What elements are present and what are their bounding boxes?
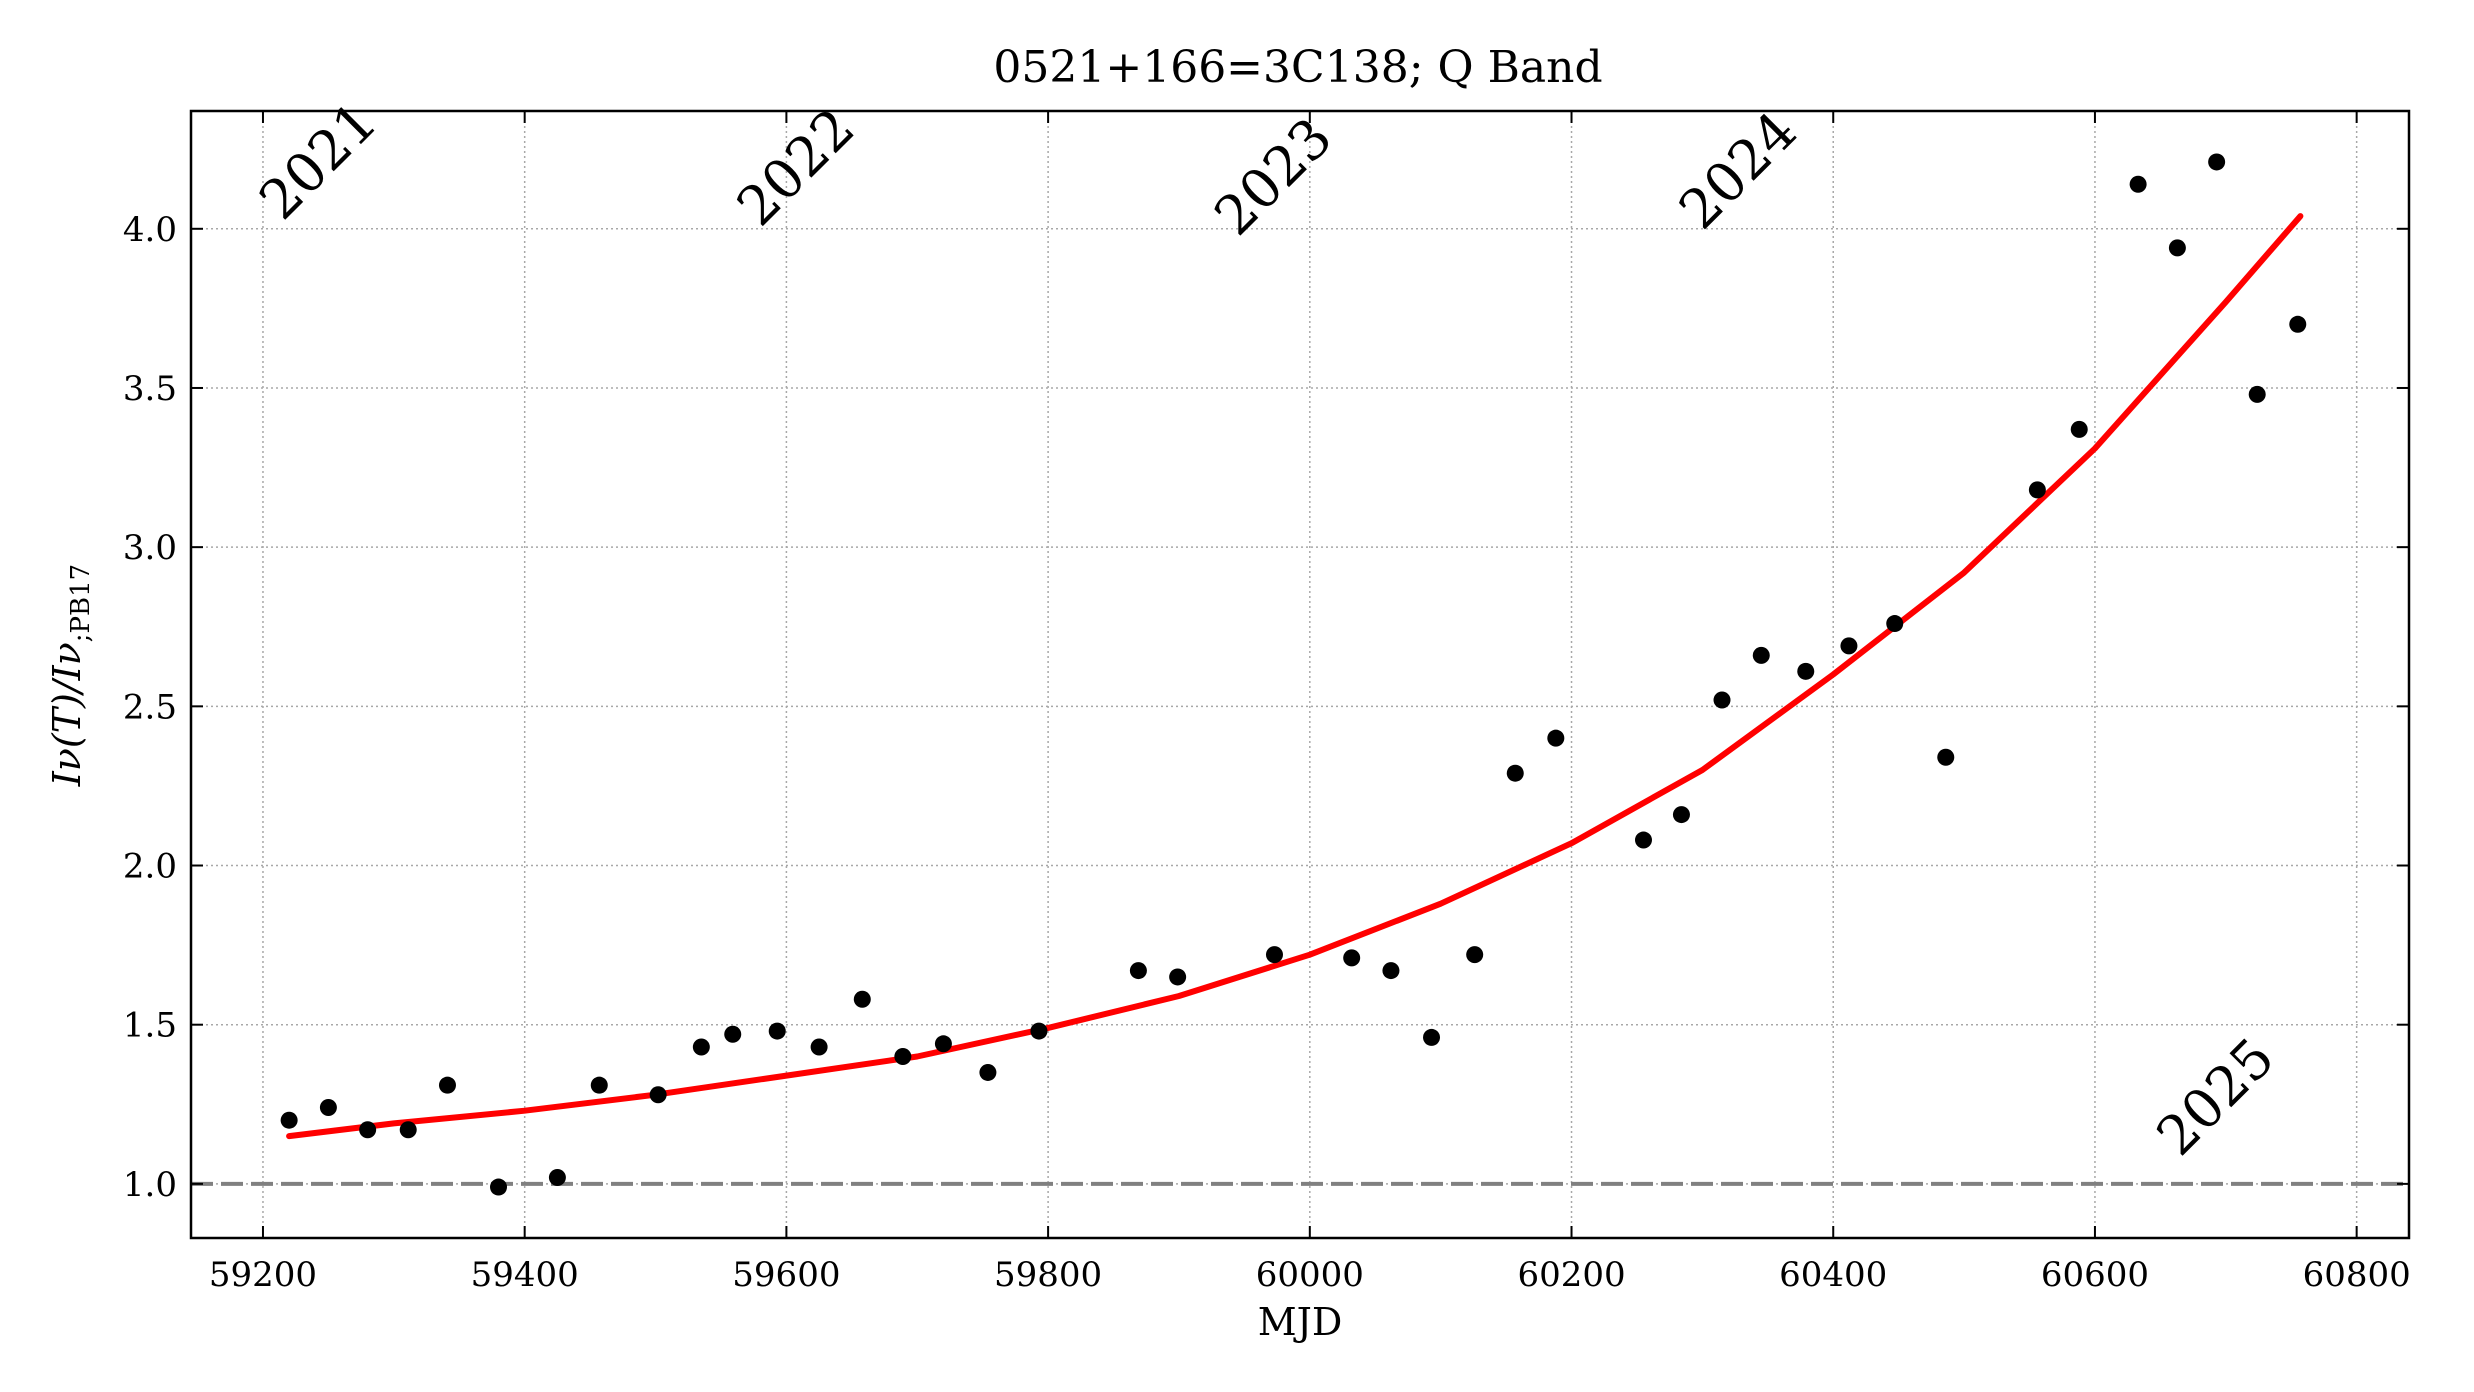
plot-frame	[189, 109, 2411, 1240]
data-point	[2248, 385, 2266, 403]
data-point	[280, 1111, 298, 1129]
data-point	[2168, 239, 2186, 257]
data-point	[438, 1076, 456, 1094]
data-point	[1840, 637, 1858, 655]
x-tick-label: 60000	[1256, 1255, 1364, 1295]
data-point	[1713, 691, 1731, 709]
data-point	[979, 1063, 997, 1081]
y-axis-label-sub: ;PB17	[66, 564, 96, 642]
data-point	[724, 1025, 742, 1043]
x-tick-label: 60400	[1779, 1255, 1887, 1295]
data-point	[1265, 946, 1283, 964]
y-tick-label: 3.0	[123, 528, 177, 568]
y-tick-label: 1.5	[123, 1006, 177, 1046]
data-point	[1797, 662, 1815, 680]
x-tick-label: 59600	[732, 1255, 840, 1295]
data-point	[490, 1178, 508, 1196]
y-tick-label: 4.0	[123, 210, 177, 250]
data-point	[548, 1169, 566, 1187]
axis-ticks	[191, 111, 2409, 1238]
data-point	[1423, 1028, 1441, 1046]
data-point	[2070, 420, 2088, 438]
data-point	[1634, 831, 1652, 849]
data-point	[853, 990, 871, 1008]
data-point	[768, 1022, 786, 1040]
data-point	[1672, 806, 1690, 824]
chart-title: 0521+166=3C138; Q Band	[993, 42, 1602, 93]
data-point	[359, 1121, 377, 1139]
x-tick-label: 60600	[2041, 1255, 2149, 1295]
data-point	[1752, 646, 1770, 664]
data-point	[1506, 764, 1524, 782]
x-tick-label: 59400	[471, 1255, 579, 1295]
y-tick-label: 2.5	[123, 687, 177, 727]
y-tick-label: 1.0	[123, 1165, 177, 1205]
x-tick-label: 60200	[1517, 1255, 1625, 1295]
data-point	[894, 1048, 912, 1066]
data-point	[2208, 153, 2226, 171]
data-point	[1547, 729, 1565, 747]
data-point	[1466, 946, 1484, 964]
x-tick-labels: 59200 59400 59600 59800 60000 60200 60400 60600…	[209, 1255, 2411, 1295]
y-axis-label-main: Iν(T)/Iν	[45, 642, 89, 787]
data-point	[590, 1076, 608, 1094]
data-point	[649, 1086, 667, 1104]
data-point	[692, 1038, 710, 1056]
data-point	[1886, 615, 1904, 633]
data-point	[934, 1035, 952, 1053]
y-tick-labels: 1.0 1.5 2.0 2.5 3.0 3.5 4.0	[123, 210, 177, 1205]
data-point	[1343, 949, 1361, 967]
data-point	[1030, 1022, 1048, 1040]
data-point	[2289, 315, 2307, 333]
data-point	[1129, 962, 1147, 980]
data-points	[280, 153, 2307, 1196]
x-tick-label: 59800	[994, 1255, 1102, 1295]
data-point	[319, 1098, 337, 1116]
x-tick-label: 60800	[2303, 1255, 2411, 1295]
data-point	[399, 1121, 417, 1139]
x-axis-label: MJD	[1258, 1300, 1343, 1344]
y-axis-label: Iν(T)/Iν;PB17	[45, 564, 96, 787]
y-tick-label: 3.5	[123, 369, 177, 409]
data-point	[810, 1038, 828, 1056]
data-point	[1169, 968, 1187, 986]
fit-curve	[286, 213, 2304, 1140]
y-tick-label: 2.0	[123, 847, 177, 887]
fit-curve-group	[286, 213, 2304, 1140]
data-point	[2028, 481, 2046, 499]
x-tick-label: 59200	[209, 1255, 317, 1295]
data-point	[1937, 748, 1955, 766]
data-point	[2129, 175, 2147, 193]
data-point	[1382, 962, 1400, 980]
